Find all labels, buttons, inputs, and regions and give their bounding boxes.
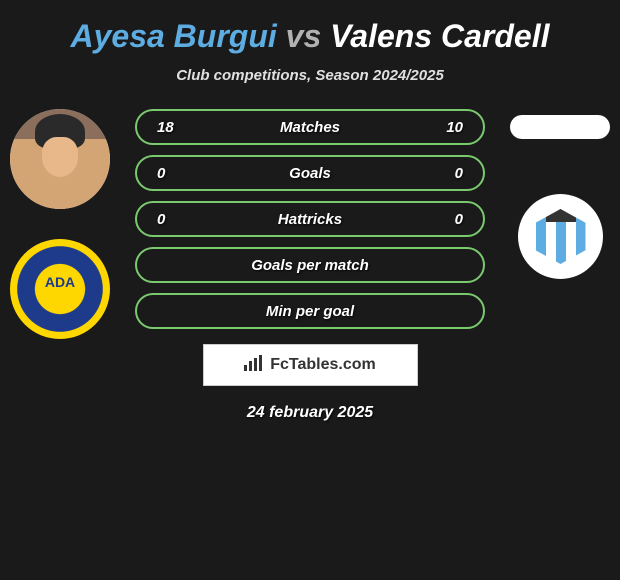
stats-column: 18 Matches 10 0 Goals 0 0 Hattricks 0 Go… xyxy=(135,109,485,422)
player1-photo xyxy=(10,109,110,209)
comparison-card: Ayesa Burgui vs Valens Cardell Club comp… xyxy=(0,0,620,432)
content-area: 18 Matches 10 0 Goals 0 0 Hattricks 0 Go… xyxy=(0,109,620,422)
chart-icon xyxy=(244,355,264,376)
stat-hattricks-right: 0 xyxy=(433,211,463,228)
vs-text: vs xyxy=(286,18,322,54)
stat-row-mpg: Min per goal xyxy=(135,293,485,329)
stat-row-gpm: Goals per match xyxy=(135,247,485,283)
player1-club-badge xyxy=(10,239,110,339)
stat-matches-right: 10 xyxy=(433,119,463,136)
brand-text: FcTables.com xyxy=(270,356,376,374)
stat-goals-right: 0 xyxy=(433,165,463,182)
stat-hattricks-left: 0 xyxy=(157,211,187,228)
left-avatar-column xyxy=(10,109,110,339)
page-title: Ayesa Burgui vs Valens Cardell xyxy=(0,18,620,55)
subtitle: Club competitions, Season 2024/2025 xyxy=(0,67,620,84)
player1-name: Ayesa Burgui xyxy=(70,18,276,54)
player2-club-badge xyxy=(518,194,603,279)
stat-goals-left: 0 xyxy=(157,165,187,182)
stat-matches-left: 18 xyxy=(157,119,187,136)
footer-date: 24 february 2025 xyxy=(135,404,485,422)
stat-row-goals: 0 Goals 0 xyxy=(135,155,485,191)
stat-matches-label: Matches xyxy=(187,119,433,136)
right-avatar-column xyxy=(510,109,610,279)
stat-mpg-label: Min per goal xyxy=(157,303,463,320)
shield-icon xyxy=(536,209,586,264)
stat-row-hattricks: 0 Hattricks 0 xyxy=(135,201,485,237)
stat-goals-label: Goals xyxy=(187,165,433,182)
player2-photo xyxy=(510,115,610,139)
brand-badge[interactable]: FcTables.com xyxy=(203,344,418,386)
stat-hattricks-label: Hattricks xyxy=(187,211,433,228)
stat-row-matches: 18 Matches 10 xyxy=(135,109,485,145)
player1-face-icon xyxy=(10,109,110,209)
stat-gpm-label: Goals per match xyxy=(157,257,463,274)
player2-name: Valens Cardell xyxy=(330,18,549,54)
